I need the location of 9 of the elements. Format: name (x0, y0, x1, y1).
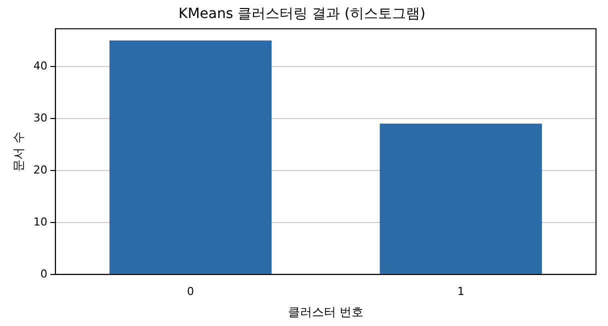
x-axis-title: 클러스터 번호 (288, 304, 364, 319)
y-tick-label: 0 (40, 267, 48, 280)
y-tick-label: 40 (33, 59, 48, 72)
y-axis-title: 문서 수 (11, 132, 26, 172)
chart-title: KMeans 클러스터링 결과 (히스토그램) (178, 6, 426, 22)
x-tick-label: 1 (457, 284, 464, 298)
y-tick-label: 20 (33, 163, 48, 176)
y-tick-label: 30 (33, 111, 48, 124)
y-tick-label: 10 (33, 215, 48, 228)
